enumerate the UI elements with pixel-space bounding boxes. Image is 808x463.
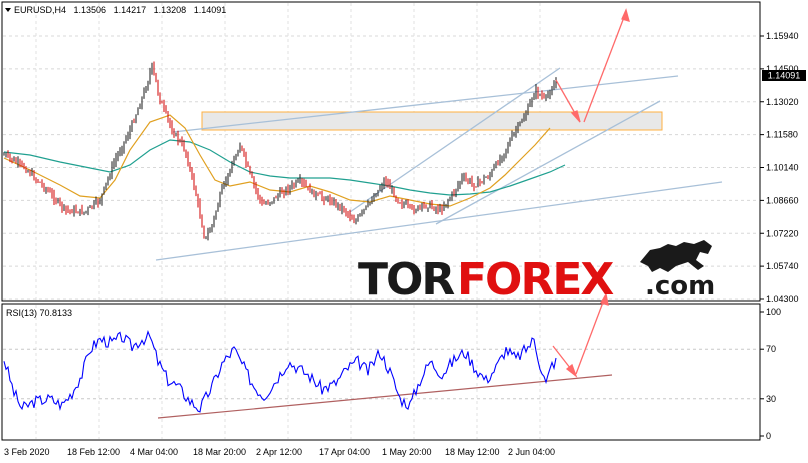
price-tick-label: 1.07220 xyxy=(766,228,799,238)
price-grid xyxy=(3,35,759,300)
price-panel[interactable] xyxy=(1,1,761,302)
rsi-tick-label: 70 xyxy=(766,344,776,354)
time-tick-label: 1 May 20:00 xyxy=(382,447,432,457)
time-axis: 3 Feb 2020 18 Feb 12:00 4 Mar 04:00 18 Mar … xyxy=(4,447,555,457)
lower-support-line[interactable] xyxy=(155,181,723,261)
symbol-dropdown-icon[interactable] xyxy=(5,8,11,12)
rsi-grid xyxy=(3,348,759,400)
price-candles[interactable] xyxy=(3,61,557,241)
price-arrowhead-up xyxy=(621,8,630,22)
logo-dotcom: .com xyxy=(645,271,715,301)
price-tick-label: 1.15940 xyxy=(766,31,799,41)
open-value: 1.13506 xyxy=(74,5,107,15)
time-tick-label: 17 Apr 04:00 xyxy=(319,447,370,457)
close-value: 1.14091 xyxy=(194,5,227,15)
rsi-panel[interactable] xyxy=(1,303,761,441)
rsi-arrow-up xyxy=(575,296,606,375)
price-arrow-up xyxy=(583,11,627,123)
time-tick-label: 18 May 12:00 xyxy=(445,447,500,457)
current-price-label: 1.14091 xyxy=(768,71,801,81)
rsi-line xyxy=(3,329,557,413)
time-grid xyxy=(35,3,541,439)
time-tick-label: 3 Feb 2020 xyxy=(4,447,50,457)
time-tick-label: 18 Mar 20:00 xyxy=(193,447,246,457)
time-tick-label: 18 Feb 12:00 xyxy=(67,447,120,457)
price-tick-label: 1.08660 xyxy=(766,195,799,205)
logo-tor: TOR xyxy=(358,254,454,305)
rsi-tick-label: 30 xyxy=(766,394,776,404)
channel-lower-line[interactable] xyxy=(435,100,661,225)
price-tick-label: 1.13020 xyxy=(766,97,799,107)
symbol-name: EURUSD,H4 xyxy=(14,5,66,15)
price-tick-label: 1.14500 xyxy=(766,64,799,74)
price-tick-label: 1.11580 xyxy=(766,130,798,140)
rsi-arrowhead-down xyxy=(565,363,578,378)
trend-channels[interactable] xyxy=(155,67,723,261)
rsi-tick-label: 100 xyxy=(766,307,781,317)
time-tick-label: 2 Apr 12:00 xyxy=(256,447,302,457)
price-arrowhead-down xyxy=(570,110,581,123)
time-tick-label: 2 Jun 04:00 xyxy=(508,447,555,457)
price-tick-label: 1.04300 xyxy=(766,294,799,304)
channel-upper-line[interactable] xyxy=(349,67,561,213)
rsi-axis: 100 70 30 0 xyxy=(760,307,781,441)
torforex-logo: TOR FOREX .com xyxy=(358,240,715,305)
rsi-tick-label: 0 xyxy=(766,431,771,441)
low-value: 1.13208 xyxy=(154,5,187,15)
rsi-indicator-label: RSI(13) 70.8133 xyxy=(6,308,72,318)
price-axis: 1.15940 1.14500 1.13020 1.11580 1.10140 1.086… xyxy=(760,31,799,304)
rsi-support-line[interactable] xyxy=(157,374,613,419)
chart-symbol-info: EURUSD,H4 1.13506 1.14217 1.13208 1.1409… xyxy=(14,5,226,15)
high-value: 1.14217 xyxy=(114,5,147,15)
rsi-arrowhead-up xyxy=(600,292,609,306)
forecast-arrows xyxy=(552,8,630,378)
bull-bear-icon xyxy=(640,240,712,272)
price-tick-label: 1.05740 xyxy=(766,261,799,271)
logo-forex: FOREX xyxy=(457,254,614,305)
time-tick-label: 4 Mar 04:00 xyxy=(130,447,178,457)
price-tick-label: 1.10140 xyxy=(766,163,799,173)
upper-resistance-line[interactable] xyxy=(172,75,679,133)
current-price-tag xyxy=(762,70,806,81)
